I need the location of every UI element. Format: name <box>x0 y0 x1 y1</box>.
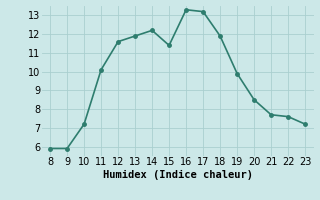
X-axis label: Humidex (Indice chaleur): Humidex (Indice chaleur) <box>103 170 252 180</box>
